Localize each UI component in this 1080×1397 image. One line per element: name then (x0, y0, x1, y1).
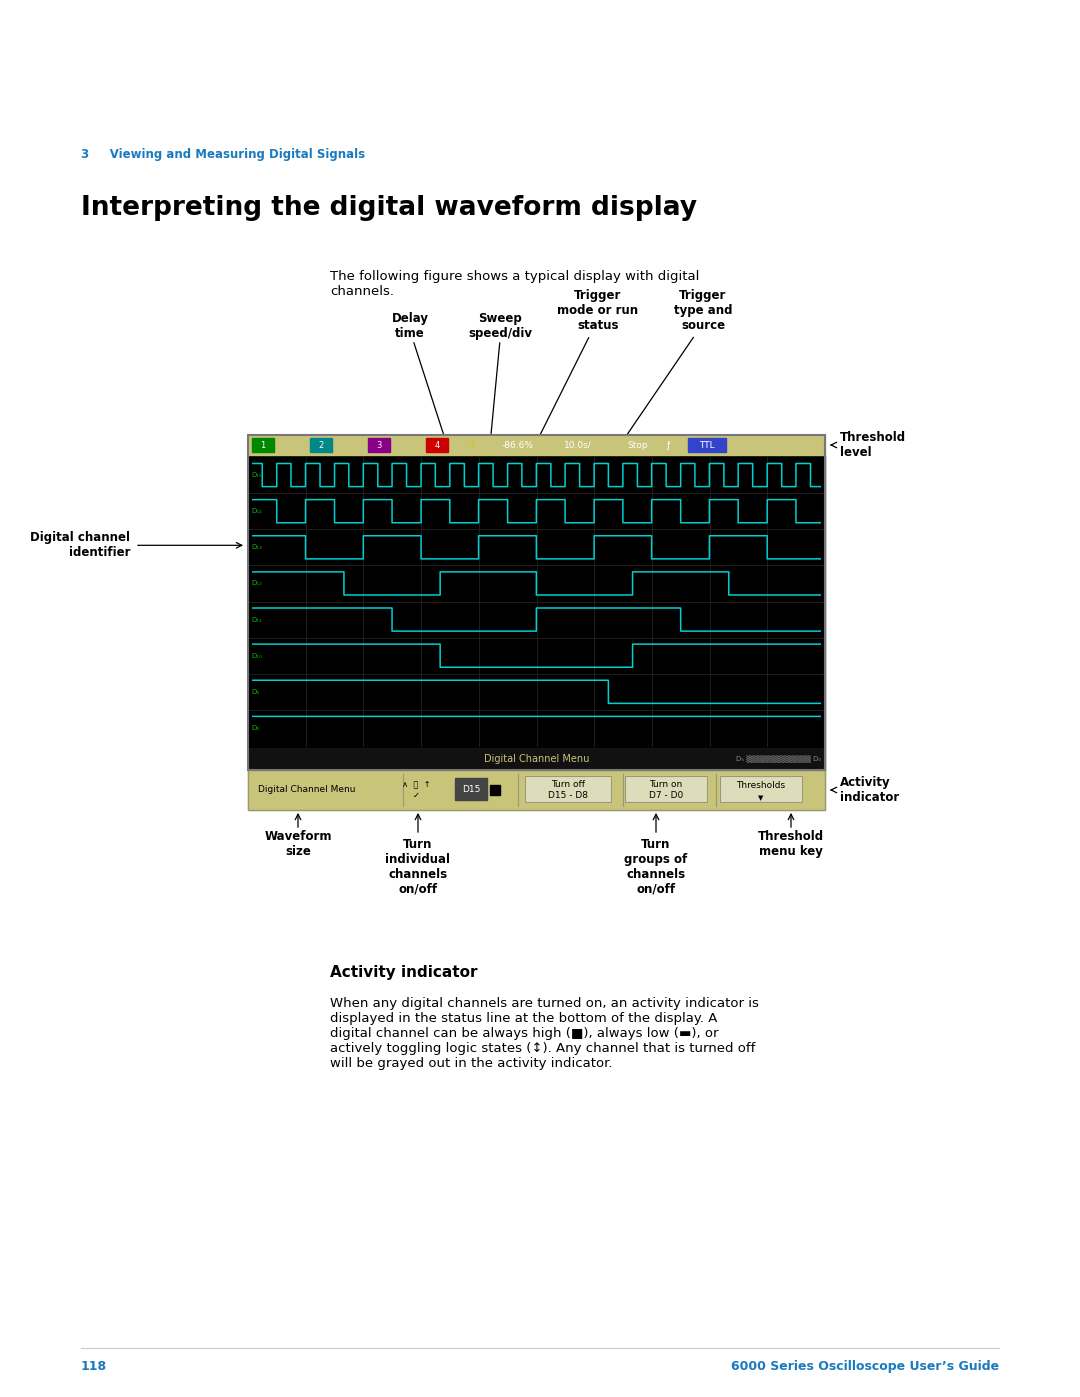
Text: ƒ: ƒ (666, 440, 670, 450)
Text: Waveform
size: Waveform size (265, 830, 332, 858)
Bar (248, 434, 825, 455)
Bar (248, 747, 825, 770)
Text: Turn
groups of
channels
on/off: Turn groups of channels on/off (624, 838, 688, 895)
Text: Turn on
D7 - D0: Turn on D7 - D0 (649, 781, 684, 799)
Text: When any digital channels are turned on, an activity indicator is
displayed in t: When any digital channels are turned on,… (330, 997, 759, 1070)
Text: Sweep
speed/div: Sweep speed/div (468, 312, 532, 339)
Text: ↧: ↧ (469, 440, 477, 450)
Text: D₉: D₉ (251, 689, 259, 694)
Text: Delay
time: Delay time (391, 312, 429, 339)
Text: 6000 Series Oscilloscope User’s Guide: 6000 Series Oscilloscope User’s Guide (731, 1361, 999, 1373)
Bar (525, 775, 611, 802)
Text: D₁₅: D₁₅ (251, 472, 261, 478)
Bar (525, 775, 611, 802)
Text: Activity indicator: Activity indicator (330, 965, 477, 981)
Text: Thresholds: Thresholds (737, 781, 785, 791)
Text: Interpreting the digital waveform display: Interpreting the digital waveform displa… (81, 196, 697, 221)
Bar (490, 785, 500, 795)
Bar (720, 775, 802, 802)
Bar (252, 439, 274, 453)
Bar (248, 434, 825, 770)
Bar (310, 439, 332, 453)
Text: D₅ ▒▒▒▒▒▒▒▒▒▒▒▒ D₀: D₅ ▒▒▒▒▒▒▒▒▒▒▒▒ D₀ (735, 756, 821, 763)
Text: Trigger
mode or run
status: Trigger mode or run status (557, 289, 638, 332)
Text: 2: 2 (319, 440, 324, 450)
Text: ▼: ▼ (758, 795, 764, 800)
Text: 1: 1 (260, 440, 266, 450)
Text: Threshold
level: Threshold level (840, 432, 906, 460)
Text: D₁₂: D₁₂ (251, 580, 261, 587)
Bar (625, 775, 707, 802)
Text: Digital channel
identifier: Digital channel identifier (30, 531, 130, 559)
Bar (688, 439, 726, 453)
Bar (368, 439, 390, 453)
Bar (625, 775, 707, 802)
Text: -86.6%: -86.6% (502, 440, 534, 450)
Bar (426, 439, 448, 453)
Text: D₁₄: D₁₄ (251, 509, 261, 514)
Text: D₁₀: D₁₀ (251, 652, 261, 659)
Text: 3: 3 (376, 440, 381, 450)
Text: Digital Channel Menu: Digital Channel Menu (258, 785, 355, 795)
Text: 4: 4 (434, 440, 440, 450)
Text: D₁₁: D₁₁ (251, 616, 261, 623)
Text: 3     Viewing and Measuring Digital Signals: 3 Viewing and Measuring Digital Signals (81, 148, 365, 161)
Text: Activity
indicator: Activity indicator (840, 775, 900, 805)
Text: Trigger
type and
source: Trigger type and source (674, 289, 732, 332)
Text: D15: D15 (462, 785, 481, 795)
Bar (248, 770, 825, 810)
Text: 118: 118 (81, 1361, 107, 1373)
Text: Stop: Stop (627, 440, 648, 450)
Text: 10.0s/: 10.0s/ (564, 440, 592, 450)
Text: Turn
individual
channels
on/off: Turn individual channels on/off (386, 838, 450, 895)
Bar (455, 778, 487, 800)
Text: D₈: D₈ (251, 725, 259, 731)
Text: ∧  ⍿  ↑
✓: ∧ ⍿ ↑ ✓ (402, 781, 430, 799)
Text: Digital Channel Menu: Digital Channel Menu (484, 754, 590, 764)
Text: TTL: TTL (699, 440, 715, 450)
Text: The following figure shows a typical display with digital
channels.: The following figure shows a typical dis… (330, 270, 700, 298)
Text: Threshold
menu key: Threshold menu key (758, 830, 824, 858)
Text: Turn off
D15 - D8: Turn off D15 - D8 (548, 781, 588, 799)
Bar (248, 770, 825, 810)
Text: D₁₃: D₁₃ (251, 545, 261, 550)
Bar (720, 775, 802, 802)
Bar (248, 455, 825, 747)
